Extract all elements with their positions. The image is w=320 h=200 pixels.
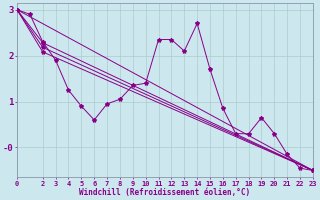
X-axis label: Windchill (Refroidissement éolien,°C): Windchill (Refroidissement éolien,°C) (79, 188, 251, 197)
